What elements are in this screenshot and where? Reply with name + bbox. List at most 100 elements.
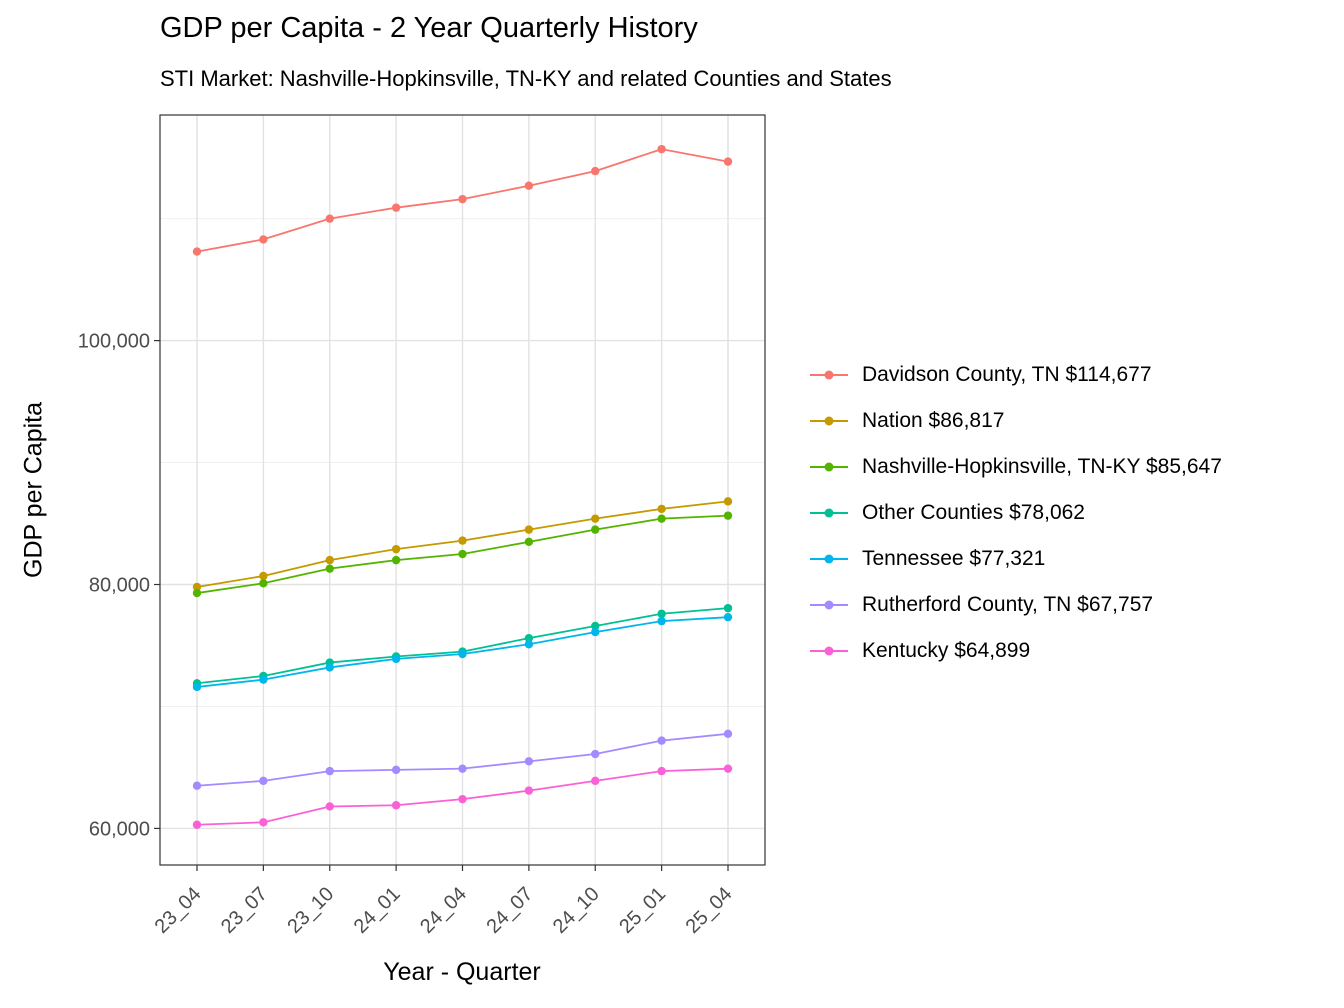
- legend-key-point: [824, 462, 834, 471]
- data-point: [192, 682, 202, 692]
- data-point: [391, 544, 401, 554]
- data-point: [524, 537, 534, 547]
- data-point: [723, 612, 733, 622]
- x-axis-title: Year - Quarter: [383, 958, 541, 986]
- legend-key-icon: [810, 508, 848, 517]
- x-tick-label: 23_07: [217, 883, 272, 938]
- y-tick-label: 100,000: [78, 331, 150, 353]
- data-point: [325, 766, 334, 776]
- legend-key-icon: [810, 600, 848, 609]
- legend-item: Davidson County, TN $114,677: [808, 358, 1222, 391]
- data-point: [657, 616, 666, 626]
- legend-key-point: [824, 600, 834, 609]
- data-point: [723, 764, 733, 773]
- data-point: [723, 511, 733, 520]
- legend-label: Nation $86,817: [862, 408, 1005, 432]
- data-point: [458, 194, 467, 204]
- data-point: [524, 633, 534, 643]
- x-tick-label: 25_04: [682, 883, 737, 938]
- chart-title: GDP per Capita - 2 Year Quarterly Histor…: [160, 12, 698, 44]
- data-point: [325, 214, 334, 223]
- legend-key-icon: [810, 554, 848, 563]
- data-point: [259, 818, 268, 827]
- x-tick-label: 23_10: [283, 883, 338, 938]
- data-point: [591, 749, 600, 759]
- data-point: [723, 497, 733, 506]
- data-point: [259, 235, 268, 244]
- data-point: [524, 786, 534, 795]
- y-tick-label: 80,000: [89, 575, 150, 597]
- legend-label: Rutherford County, TN $67,757: [862, 592, 1154, 616]
- legend-key-icon: [810, 370, 848, 379]
- legend-item: Nashville-Hopkinsville, TN-KY $85,647: [808, 450, 1222, 483]
- data-point: [391, 765, 401, 775]
- data-point: [192, 820, 202, 829]
- data-point: [657, 736, 666, 745]
- data-point: [325, 564, 334, 573]
- legend-item: Nation $86,817: [808, 404, 1222, 437]
- legend-item: Tennessee $77,321: [808, 542, 1222, 575]
- legend-label: Nashville-Hopkinsville, TN-KY $85,647: [862, 454, 1222, 478]
- data-point: [723, 603, 733, 613]
- data-point: [192, 247, 202, 256]
- data-point: [524, 525, 534, 534]
- legend-label: Tennessee $77,321: [862, 546, 1046, 570]
- data-point: [259, 776, 268, 786]
- data-point: [458, 536, 467, 545]
- legend: Davidson County, TN $114,677 Nation $86,8…: [808, 358, 1222, 667]
- data-point: [259, 579, 268, 588]
- data-point: [192, 582, 202, 592]
- data-point: [524, 640, 534, 649]
- data-point: [458, 794, 467, 804]
- y-axis-title: GDP per Capita: [19, 401, 48, 579]
- legend-item: Kentucky $64,899: [808, 634, 1222, 667]
- data-point: [723, 157, 733, 166]
- legend-item: Other Counties $78,062: [808, 496, 1222, 529]
- data-point: [591, 627, 600, 637]
- data-point: [391, 654, 401, 664]
- legend-key-point: [824, 554, 834, 563]
- legend-item: Rutherford County, TN $67,757: [808, 588, 1222, 621]
- x-tick-label: 24_07: [483, 883, 538, 938]
- data-point: [591, 514, 600, 523]
- data-point: [325, 802, 334, 811]
- data-point: [259, 571, 268, 581]
- data-point: [591, 621, 600, 631]
- data-point: [524, 757, 534, 766]
- data-point: [657, 766, 666, 776]
- legend-key-icon: [810, 416, 848, 425]
- data-point: [591, 776, 600, 786]
- data-point: [325, 663, 334, 672]
- data-point: [391, 555, 401, 565]
- data-point: [657, 504, 666, 514]
- data-point: [723, 729, 733, 739]
- x-tick-label: 24_01: [350, 883, 405, 938]
- data-point: [259, 675, 268, 684]
- data-point: [391, 203, 401, 212]
- data-point: [391, 801, 401, 810]
- legend-key-icon: [810, 462, 848, 471]
- legend-label: Davidson County, TN $114,677: [862, 362, 1152, 386]
- data-point: [192, 588, 202, 598]
- data-point: [192, 781, 202, 790]
- data-point: [657, 514, 666, 523]
- legend-label: Other Counties $78,062: [862, 500, 1085, 524]
- x-tick-label: 25_01: [615, 883, 670, 938]
- x-tick-label: 24_10: [549, 883, 604, 938]
- legend-label: Kentucky $64,899: [862, 638, 1031, 662]
- chart-subtitle: STI Market: Nashville-Hopkinsville, TN-K…: [160, 66, 892, 91]
- y-tick-label: 60,000: [89, 818, 150, 840]
- legend-key-point: [824, 508, 834, 517]
- data-point: [458, 649, 467, 659]
- data-point: [591, 166, 600, 176]
- data-point: [657, 144, 666, 154]
- data-point: [458, 549, 467, 559]
- data-point: [524, 181, 534, 190]
- x-tick-label: 23_04: [151, 883, 206, 938]
- data-point: [657, 609, 666, 618]
- x-tick-label: 24_04: [416, 883, 471, 938]
- legend-key-point: [824, 370, 834, 379]
- legend-key-point: [824, 416, 834, 425]
